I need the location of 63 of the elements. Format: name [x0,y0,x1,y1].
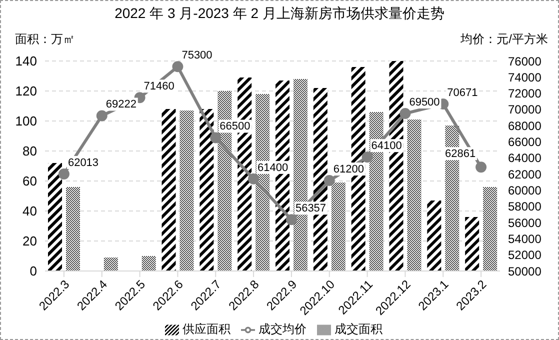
data-label: 70671 [447,87,478,100]
y-tick-label: 20 [22,234,37,249]
bar [465,217,480,271]
y2-tick-label: 60000 [508,183,542,198]
y2-tick-label: 56000 [508,216,542,230]
data-label: 61200 [333,164,364,176]
y2-tick-label: 68000 [508,118,542,133]
bar [407,120,422,271]
y-tick-label: 60 [22,174,37,189]
y2-tick-label: 58000 [508,200,542,214]
bar [162,109,176,271]
point [96,110,108,122]
point [362,152,373,163]
y-tick-label: 100 [15,114,37,129]
point [476,162,487,173]
bar [180,110,194,271]
data-label: 64100 [371,140,402,152]
legend-label: 供应面积 [182,322,230,336]
y2-tick-label: 62000 [508,167,542,182]
y-tick-label: 0 [30,264,37,279]
bar [483,187,498,271]
legend-label: 成交面积 [334,322,382,336]
chart-title: 2022 年 3 月-2023 年 2 月上海新房市场供求量价走势 [114,5,446,23]
y-tick-label: 80 [22,144,37,159]
y2-tick-label: 52000 [508,248,542,262]
bar [104,258,118,271]
y2-tick-label: 72000 [508,86,542,101]
y-tick-label: 40 [22,204,37,219]
y2-tick-label: 74000 [508,70,542,84]
data-label: 62013 [68,156,99,169]
y2-axis-title: 均价：元/平方米 [460,31,548,48]
data-label: 69500 [409,96,440,108]
legend-label: 成交均价 [258,322,306,336]
point [210,132,222,144]
bar [48,163,62,271]
y-tick-label: 120 [15,84,37,99]
y2-tick-label: 54000 [508,232,542,246]
point [400,108,411,119]
data-label: 61400 [258,162,288,174]
data-label: 71460 [144,80,174,93]
y-axis-title: 面积：万㎡ [15,31,75,48]
y-tick-label: 140 [15,54,37,69]
y2-tick-label: 64000 [508,151,542,166]
bar [66,187,80,271]
y2-tick-label: 66000 [508,135,542,150]
y2-tick-label: 50000 [508,264,542,278]
bar [427,200,442,271]
bar [331,182,346,271]
data-label: 69222 [106,98,136,111]
bar [200,109,214,271]
point [58,168,70,180]
point [248,173,260,184]
y2-tick-label: 76000 [508,54,542,68]
point [172,61,184,72]
data-label: 62861 [445,148,476,160]
point [286,214,297,226]
point [134,92,146,104]
data-label: 56357 [295,202,326,215]
y2-tick-label: 70000 [508,102,542,117]
point [324,175,335,186]
data-label: 75300 [182,50,212,62]
data-label: 66500 [220,120,250,133]
bar [142,256,156,271]
